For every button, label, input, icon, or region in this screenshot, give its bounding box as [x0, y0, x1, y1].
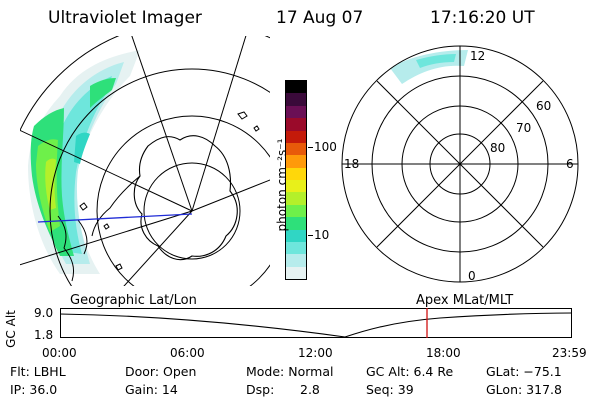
- date-label: 17 Aug 07: [276, 8, 364, 28]
- x-tick-2359: 23:59: [552, 346, 587, 360]
- x-tick-0000: 00:00: [42, 346, 77, 360]
- aurora-emission-region: [28, 50, 140, 274]
- colorbar-tick-100: 100: [314, 140, 337, 154]
- colorbar-band: [286, 155, 306, 168]
- colorbar-band: [286, 93, 306, 106]
- colorbar-band: [286, 266, 306, 279]
- south-america-coast: [57, 215, 75, 282]
- dsp-value: 2.8: [300, 382, 320, 397]
- colorbar-units-label: photon cm⁻²s⁻¹: [275, 138, 289, 232]
- mlat-label-70: 70: [516, 121, 531, 135]
- gc-alt-axis-label: GC Alt: [3, 310, 18, 348]
- mlat-label-80: 80: [490, 141, 505, 155]
- mlt-label-18: 18: [344, 157, 359, 171]
- colorbar-band: [286, 241, 306, 255]
- color-scale-bar: [285, 80, 307, 280]
- polar-aurora-region: [390, 50, 468, 84]
- timeline-frame: [60, 308, 572, 338]
- app-title: Ultraviolet Imager: [48, 8, 202, 28]
- geographic-coords-label: Geographic Lat/Lon: [70, 293, 197, 308]
- mlt-label-0: 0: [468, 269, 476, 283]
- colorbar-band: [286, 105, 306, 119]
- colorbar-band: [286, 204, 306, 218]
- mlt-label-6: 6: [566, 157, 574, 171]
- altitude-curve: [60, 312, 572, 338]
- glat-info: GLat: −75.1: [486, 364, 562, 379]
- x-tick-0600: 06:00: [170, 346, 205, 360]
- colorbar-band: [286, 180, 306, 193]
- seq-info: Seq: 39: [366, 382, 414, 397]
- time-label: 17:16:20 UT: [430, 8, 535, 28]
- colorbar-band: [286, 81, 306, 94]
- colorbar-band: [286, 167, 306, 180]
- colorbar-tick-mark: [308, 147, 313, 148]
- door-info: Door: Open: [125, 364, 197, 379]
- altitude-timeline: [60, 308, 572, 338]
- apex-coords-label: Apex MLat/MLT: [416, 293, 514, 308]
- y-tick-9: 9.0: [34, 306, 54, 320]
- mlat-mlt-polar-plot: 12 18 6 0 60 70 80: [341, 45, 579, 283]
- filter-info: Flt: LBHL: [10, 364, 66, 379]
- lat-lon-grid: [20, 36, 270, 286]
- antarctic-peninsula: [91, 175, 141, 237]
- y-tick-1-8: 1.8: [34, 328, 54, 342]
- x-tick-1200: 12:00: [298, 346, 333, 360]
- colorbar-band: [286, 118, 306, 131]
- mode-info: Mode: Normal: [246, 364, 334, 379]
- mlat-label-60: 60: [536, 99, 551, 113]
- polar-grid: [341, 45, 579, 283]
- colorbar-tick-10: 10: [314, 228, 330, 242]
- satellite-track: [37, 213, 193, 223]
- ip-info: IP: 36.0: [10, 382, 58, 397]
- colorbar-band: [286, 192, 306, 205]
- colorbar-band: [286, 142, 306, 156]
- colorbar-tick-mark: [308, 235, 313, 236]
- colorbar-band: [286, 229, 306, 242]
- mlt-label-12: 12: [470, 49, 485, 63]
- colorbar-band: [286, 130, 306, 143]
- glon-info: GLon: 317.8: [486, 382, 562, 397]
- antarctica-coastline: [133, 135, 238, 261]
- x-tick-1800: 18:00: [426, 346, 461, 360]
- gc-alt-info: GC Alt: 6.4 Re: [366, 364, 454, 379]
- colorbar-band: [286, 217, 306, 230]
- colorbar-band: [286, 254, 306, 267]
- dsp-label: Dsp:: [246, 382, 275, 397]
- gain-info: Gain: 14: [125, 382, 178, 397]
- geographic-map: [20, 36, 270, 286]
